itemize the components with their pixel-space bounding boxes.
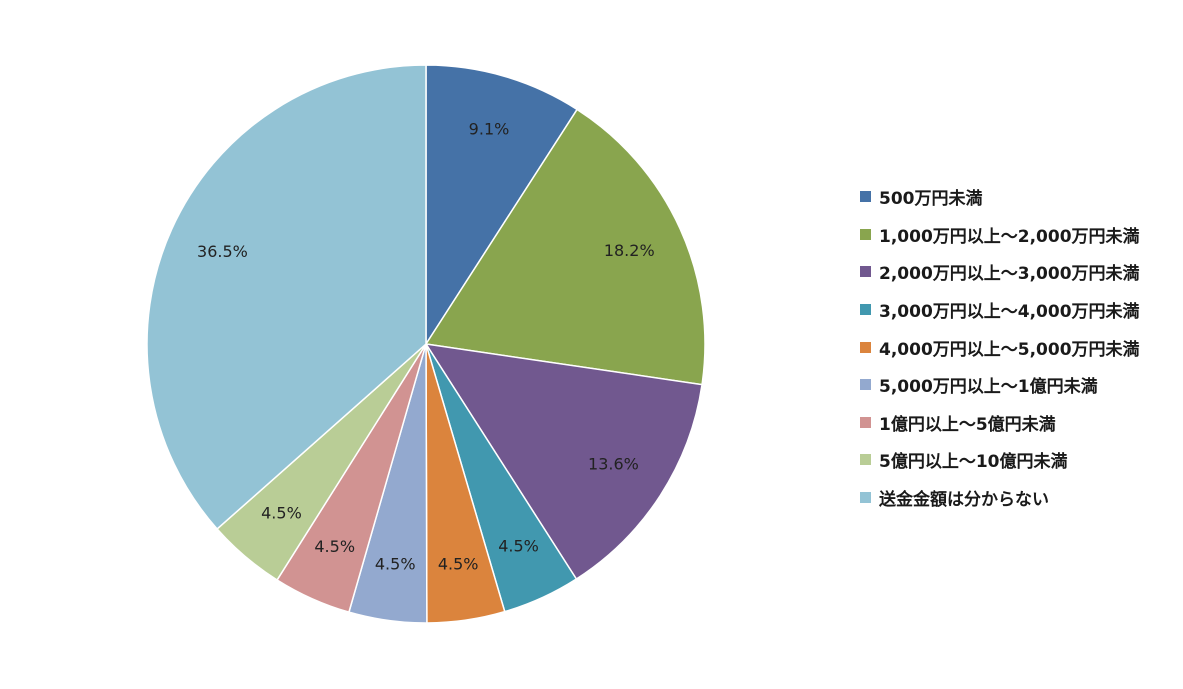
legend-label: 500万円未満 (879, 189, 983, 210)
slice-data-label: 4.5% (375, 555, 416, 574)
legend-label: 送金金額は分からない (879, 490, 1049, 511)
legend-item: 5,000万円以上～1億円未満 (860, 366, 1140, 404)
chart-legend: 500万円未満 1,000万円以上～2,000万円未満 2,000万円以上～3,00… (860, 178, 1140, 516)
legend-label: 5億円以上～10億円未満 (879, 452, 1068, 473)
legend-item: 1億円以上～5億円未満 (860, 404, 1140, 442)
legend-swatch (860, 416, 871, 428)
legend-label: 5,000万円以上～1億円未満 (879, 377, 1098, 398)
legend-swatch (860, 492, 871, 504)
legend-item: 5億円以上～10億円未満 (860, 441, 1140, 479)
legend-swatch (860, 228, 871, 240)
legend-item: 4,000万円以上～5,000万円未満 (860, 328, 1140, 366)
legend-item: 1,000万円以上～2,000万円未満 (860, 216, 1140, 254)
slice-data-label: 4.5% (498, 537, 539, 556)
slice-data-label: 36.5% (197, 242, 248, 261)
pie-slice (425, 64, 579, 347)
pie-slice (424, 108, 706, 386)
legend-swatch (860, 304, 871, 316)
legend-swatch (860, 191, 871, 203)
legend-swatch (860, 379, 871, 391)
slice-data-label: 4.5% (314, 537, 355, 556)
legend-label: 4,000万円以上～5,000万円未満 (879, 339, 1140, 360)
slice-data-label: 4.5% (438, 554, 479, 573)
pie-slice (424, 343, 703, 581)
legend-item: 3,000万円以上～4,000万円未満 (860, 291, 1140, 329)
slice-data-label: 9.1% (469, 119, 510, 138)
legend-item: 2,000万円以上～3,000万円未満 (860, 253, 1140, 291)
legend-item: 送金金額は分からない (860, 479, 1140, 517)
legend-swatch (860, 341, 871, 353)
legend-label: 1億円以上～5億円未満 (879, 414, 1056, 435)
slice-data-label: 18.2% (604, 241, 655, 260)
slice-data-label: 4.5% (261, 504, 302, 523)
legend-label: 3,000万円以上～4,000万円未満 (879, 302, 1140, 323)
legend-item: 500万円未満 (860, 178, 1140, 216)
pie-slice (146, 64, 427, 531)
legend-label: 1,000万円以上～2,000万円未満 (879, 226, 1140, 247)
legend-swatch (860, 454, 871, 466)
legend-label: 2,000万円以上～3,000万円未満 (879, 264, 1140, 285)
legend-swatch (860, 266, 871, 278)
slice-data-label: 13.6% (588, 455, 639, 474)
